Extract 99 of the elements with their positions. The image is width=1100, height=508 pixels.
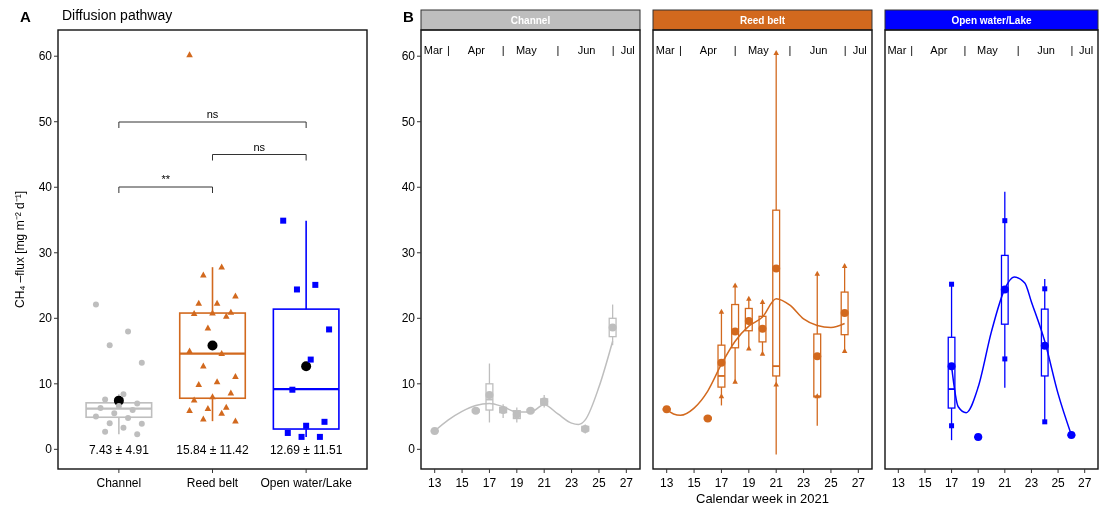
x-tick-label: 25	[824, 476, 838, 490]
y-tick-label: 50	[38, 114, 53, 129]
x-tick-label: 21	[769, 476, 784, 490]
x-tick-label: 23	[564, 476, 579, 490]
annotation: |	[733, 44, 737, 56]
annotation: |	[1070, 44, 1074, 56]
annotation: May	[977, 44, 999, 56]
y-tick-label: 30	[401, 245, 416, 260]
point	[718, 308, 725, 314]
x-tick-label: 19	[510, 476, 524, 490]
x-tick-label: 19	[971, 476, 986, 490]
annotation: Apr	[467, 44, 486, 56]
annotation: Jun	[577, 44, 596, 56]
annotation: |	[611, 44, 615, 56]
y-tick-label: 0	[408, 442, 416, 457]
annotation: |	[1016, 44, 1020, 56]
y-tick-label: 10	[38, 376, 53, 391]
chart-title: Channel	[510, 15, 551, 26]
x-tick-label: 13	[891, 476, 906, 490]
annotation: |	[910, 44, 914, 56]
x-tick-label: Open water/Lake	[260, 476, 353, 490]
point	[949, 423, 955, 429]
annotation: 12.69 ± 11.51	[269, 443, 343, 458]
annotation: Jun	[809, 44, 828, 56]
x-tick-label: 27	[851, 476, 866, 490]
point	[718, 393, 725, 399]
x-tick-label: 23	[796, 476, 811, 490]
x-tick-label: 15	[918, 476, 932, 490]
annotation: |	[446, 44, 450, 56]
x-tick-label: Channel	[96, 476, 142, 490]
chart-title: Reed belt	[739, 15, 786, 26]
point	[759, 298, 766, 304]
point	[949, 281, 955, 287]
annotation: |	[843, 44, 847, 56]
y-tick-label: 0	[45, 442, 53, 457]
x-tick-label: 17	[714, 476, 729, 490]
x-tick-label: 15	[687, 476, 702, 490]
annotation: |	[556, 44, 560, 56]
y-tick-label: 20	[401, 311, 416, 326]
x-tick-label: 17	[944, 476, 959, 490]
x-tick-label: 13	[428, 476, 442, 490]
point	[746, 295, 752, 301]
y-tick-label: 10	[401, 376, 416, 391]
annotation: Jul	[852, 44, 867, 56]
annotation: |	[788, 44, 792, 56]
annotation: |	[501, 44, 505, 56]
annotation: Jul	[1079, 44, 1094, 56]
x-tick-label: 17	[482, 476, 497, 490]
annotation: May	[747, 44, 770, 56]
chart-title: Diffusion pathway	[62, 7, 173, 23]
x-tick-label: 27	[619, 476, 634, 490]
point	[1002, 218, 1008, 224]
y-axis-title: CH₄ –flux [mg m⁻² d⁻¹]	[13, 191, 27, 308]
text: A	[20, 8, 31, 25]
point	[841, 348, 848, 354]
point	[1002, 356, 1008, 362]
annotation: ns	[206, 108, 219, 120]
x-tick-label: 21	[998, 476, 1012, 490]
x-tick-label: Reed belt	[186, 476, 239, 490]
x-tick-label: 19	[742, 476, 756, 490]
text: B	[403, 8, 414, 25]
y-tick-label: 20	[38, 311, 53, 326]
annotation: May	[515, 44, 538, 56]
x-tick-label: 23	[1024, 476, 1039, 490]
point	[1042, 286, 1048, 292]
point	[732, 282, 738, 288]
annotation: Mar	[655, 44, 676, 56]
x-tick-label: 21	[537, 476, 552, 490]
annotation: Apr	[930, 44, 948, 56]
annotation: Mar	[423, 44, 444, 56]
y-tick-label: 60	[38, 49, 53, 64]
y-tick-label: 30	[38, 245, 53, 260]
y-tick-label: 40	[38, 180, 53, 195]
x-tick-label: 27	[1078, 476, 1092, 490]
annotation: Apr	[699, 44, 718, 56]
point	[814, 270, 820, 276]
point	[773, 49, 779, 55]
annotation: Mar	[887, 44, 907, 56]
annotation: ns	[253, 140, 266, 153]
annotation: |	[678, 44, 682, 56]
y-tick-label: 50	[401, 114, 416, 129]
point	[759, 350, 766, 356]
annotation: Jun	[1037, 44, 1055, 56]
y-tick-label: 40	[401, 180, 416, 195]
annotation: 15.84 ± 11.42	[176, 443, 250, 458]
x-tick-label: 15	[455, 476, 470, 490]
point	[1042, 419, 1048, 425]
annotation: |	[963, 44, 967, 56]
annotation: 7.43 ± 4.91	[88, 443, 150, 458]
x-tick-label: 25	[592, 476, 606, 490]
x-tick-label: 25	[1051, 476, 1066, 490]
chart-title: Open water/Lake	[951, 15, 1032, 26]
y-tick-label: 60	[401, 49, 416, 64]
annotation: **	[161, 173, 171, 185]
point	[841, 262, 848, 268]
point	[732, 378, 738, 384]
x-axis-title: Calendar week in 2021	[696, 491, 829, 506]
annotation: Jul	[620, 44, 635, 56]
x-tick-label: 13	[660, 476, 674, 490]
